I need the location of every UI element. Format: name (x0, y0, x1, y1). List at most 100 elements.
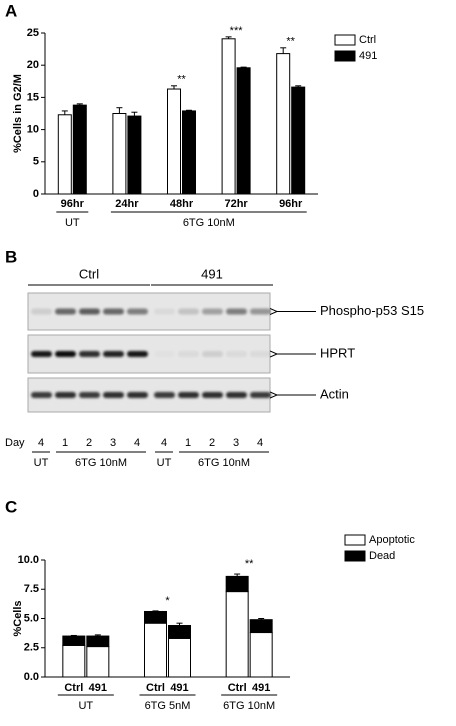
y-tick-label: 10 (27, 124, 39, 136)
blot-band (127, 308, 148, 315)
blot-band (127, 392, 148, 398)
y-tick-label: 10.0 (18, 554, 39, 566)
blot-band (178, 392, 199, 398)
group-label: 6TG 10nM (223, 700, 275, 712)
lane-day: 1 (62, 437, 68, 449)
bar (182, 110, 196, 195)
legend-label: 491 (359, 50, 377, 62)
bar (72, 104, 87, 195)
blot-band (31, 308, 52, 315)
blot-group-label: 491 (201, 266, 223, 281)
blot-band (79, 351, 100, 357)
blot-band (250, 392, 271, 398)
x-tick-label: Ctrl (228, 682, 247, 694)
bar (167, 88, 181, 195)
blot-band (127, 351, 148, 357)
blot-group-label: Ctrl (79, 266, 99, 281)
blot-band (79, 392, 100, 398)
blot-band (202, 351, 223, 357)
lane-group-label: UT (157, 457, 172, 469)
legend-swatch (334, 50, 356, 62)
blot-band (79, 308, 100, 315)
bar-segment (225, 575, 249, 593)
lane-day: 2 (209, 437, 215, 449)
bar-segment (86, 646, 110, 678)
blot-band (103, 351, 124, 357)
blot-band (250, 351, 271, 357)
lane-day: 3 (233, 437, 239, 449)
lane-day: 4 (161, 437, 167, 449)
blot-band (178, 308, 199, 315)
x-tick-label: 96hr (279, 198, 303, 210)
x-tick-label: 24hr (115, 198, 139, 210)
panel-label: B (5, 247, 17, 266)
blot-band (103, 392, 124, 398)
legend-swatch (344, 550, 366, 562)
blot-band (226, 308, 247, 315)
bar-segment (62, 635, 86, 646)
legend-swatch (334, 34, 356, 46)
lane-group-label: 6TG 10nM (198, 457, 250, 469)
bar-segment (168, 625, 191, 639)
blot-band (55, 308, 76, 315)
lane-day: 4 (38, 437, 44, 449)
blot-band (154, 308, 175, 315)
bar (127, 115, 142, 195)
bar-segment (249, 632, 273, 678)
panel-label: C (5, 497, 17, 516)
x-tick-label: 48hr (170, 198, 194, 210)
y-tick-label: 0 (33, 188, 39, 200)
bar-segment (225, 591, 249, 678)
blot-band (178, 351, 199, 357)
y-tick-label: 7.5 (24, 583, 39, 595)
group-label: 6TG 5nM (145, 700, 191, 712)
lane-day: 4 (134, 437, 140, 449)
panel-label: A (5, 1, 17, 20)
significance: ** (245, 558, 254, 570)
significance: ** (177, 74, 186, 86)
lane-day: 1 (185, 437, 191, 449)
blot-band (250, 308, 271, 315)
significance: * (165, 595, 170, 607)
y-tick-label: 0.0 (24, 671, 39, 683)
bar-segment (62, 644, 86, 678)
legend-label: Dead (369, 550, 395, 562)
x-tick-label: 96hr (61, 198, 85, 210)
y-tick-label: 25 (27, 27, 39, 39)
bar (57, 114, 72, 195)
blot-band (202, 308, 223, 315)
y-tick-label: 5 (33, 156, 39, 168)
significance: *** (230, 25, 244, 37)
bar-segment (144, 610, 167, 624)
blot-band (103, 308, 124, 315)
lane-group-label: UT (34, 457, 49, 469)
significance: ** (286, 36, 295, 48)
bar-segment (249, 619, 273, 634)
bar (221, 38, 236, 195)
blot-band (154, 351, 175, 357)
blot-band (31, 392, 52, 398)
legend-label: Ctrl (359, 34, 376, 46)
y-tick-label: 20 (27, 59, 39, 71)
blot-band (226, 351, 247, 357)
group-label: UT (65, 217, 80, 229)
legend-swatch (344, 534, 366, 546)
blot-band (202, 392, 223, 398)
blot-row-label: Phospho-p53 S15 (320, 303, 424, 318)
y-axis-label: %Cells (12, 600, 24, 636)
y-tick-label: 5.0 (24, 612, 39, 624)
bar-segment (86, 635, 110, 648)
bar (276, 53, 291, 195)
blot-band (31, 351, 52, 357)
group-label: UT (78, 700, 93, 712)
lane-day: 3 (110, 437, 116, 449)
blot-row-label: HPRT (320, 345, 355, 360)
x-tick-label: 491 (89, 682, 107, 694)
blot-band (154, 392, 175, 398)
day-label: Day (5, 437, 25, 449)
x-tick-label: 72hr (224, 198, 248, 210)
legend-label: Apoptotic (369, 534, 415, 546)
y-tick-label: 15 (27, 91, 39, 103)
lane-day: 2 (86, 437, 92, 449)
